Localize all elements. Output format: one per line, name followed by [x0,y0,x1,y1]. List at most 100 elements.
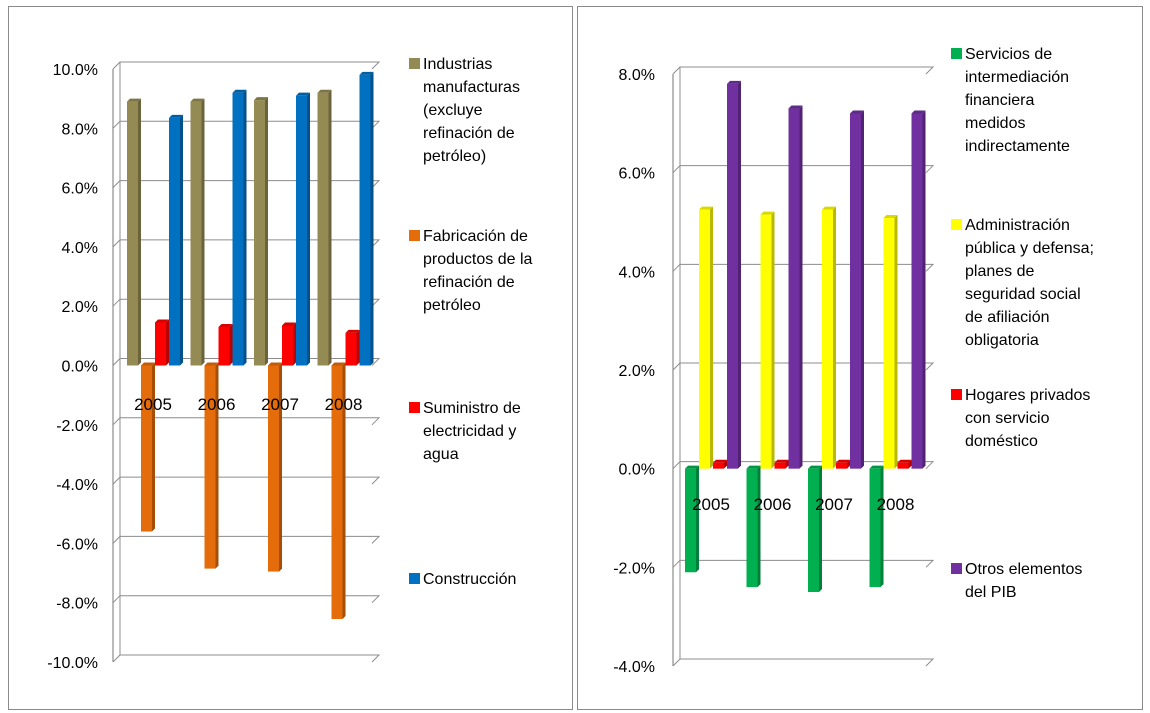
y-tick-label: 8.0% [619,67,655,84]
bar-side [833,206,836,469]
bar-top [699,206,713,210]
bar-top [788,105,803,109]
bar [883,215,898,469]
gridline [672,362,935,371]
x-tick-label: 2006 [754,495,792,514]
right-bar-chart: 8.0% 6.0% 4.0% 2.0% 0.0% -2.0% -4.0% 2005 2006 20… [613,46,1094,676]
bar [897,459,912,469]
legend-label: Fabricación de productos de la refinación … [423,228,533,314]
legend-entry: Servicios de intermediación financiera medi… [951,46,1070,155]
bar [869,465,884,588]
bar-side [201,98,205,366]
bar [268,362,282,572]
gridline [672,461,935,470]
bar-side [243,89,247,366]
bar-side [138,98,141,366]
bar-front [317,92,329,366]
gridline [672,559,935,568]
x-tick-label: 2006 [198,395,236,414]
bar [699,206,713,469]
bar-side [342,362,346,620]
bar-top [190,98,205,102]
bar-side [799,105,803,469]
legend-entry: Suministro de electricidad y agua [409,400,521,463]
bar [204,362,219,569]
bar [774,459,789,469]
y-tick-label: -6.0% [56,536,98,553]
legend-label: Otros elementos del PIB [965,561,1082,601]
x-tick-label: 2007 [261,395,299,414]
y-tick-label: 4.0% [619,264,655,281]
bar [296,92,310,366]
bar [155,319,169,366]
bar-front [345,332,357,366]
bar-side [819,465,822,592]
bar-side [724,459,727,469]
gridline [672,658,935,667]
bar-front [760,214,772,469]
bar-front [869,468,881,588]
bar-side [229,323,233,366]
legend-label: Servicios de intermediación financiera medi… [965,46,1070,155]
bar-top [254,97,268,101]
gridline [112,358,381,366]
bar-front [169,117,180,366]
y-tick-label: 2.0% [619,363,655,380]
bar [190,98,205,366]
bar-front [850,113,861,469]
bar-side [328,89,332,366]
bar [746,465,761,588]
legend-label: Industrias manufacturas (excluye refinación… [423,56,520,165]
bar [359,71,374,366]
bar-side [152,362,155,532]
y-tick-label: -4.0% [56,477,98,494]
bar [822,206,836,469]
legend-label: Administración pública y defensa; planes d… [965,217,1094,349]
gridline [672,66,935,75]
bar-side [279,362,282,572]
gridline [112,595,381,604]
bar-side [785,459,789,469]
x-tick-label: 2007 [815,495,853,514]
legend-entry: Construcción [409,571,516,588]
y-tick-label: -8.0% [56,596,98,613]
legend-swatch [951,389,962,400]
legend-entry: Hogares privados con servicio doméstico [951,387,1090,450]
legend-label: Suministro de electricidad y agua [423,400,521,463]
y-tick-label: 0.0% [619,462,655,479]
bar-front [713,462,724,469]
y-tick-label: 6.0% [62,181,98,198]
bar-top [883,215,898,219]
bar-side [710,206,713,469]
bar [169,114,183,366]
bar [911,110,926,469]
bar-top [345,329,360,333]
legend-entry: Industrias manufacturas (excluye refinación… [409,56,520,165]
bar-side [880,465,884,588]
bar-side [922,110,926,469]
legend-label: Construcción [423,571,516,588]
y-tick-label: -2.0% [56,418,98,435]
legend-entry: Otros elementos del PIB [951,561,1082,601]
bar-front [699,209,710,469]
bar-side [861,110,864,469]
bar-top [155,319,169,323]
bar-front [727,83,738,469]
bar-side [738,80,741,469]
legend-swatch [409,573,420,584]
bar-side [771,211,775,469]
bar [232,89,247,366]
bar-front [746,468,758,588]
bar-front [911,113,923,469]
bar [317,89,332,366]
bar-top [774,459,789,463]
bar-top [282,322,296,326]
x-tick-label: 2008 [877,495,915,514]
bar-top [141,362,155,366]
bar-front [296,95,307,366]
bar [727,80,741,469]
bar-top [169,114,183,118]
legend-entry: Fabricación de productos de la refinación … [409,228,533,314]
bar [127,98,141,366]
bar [713,459,727,469]
